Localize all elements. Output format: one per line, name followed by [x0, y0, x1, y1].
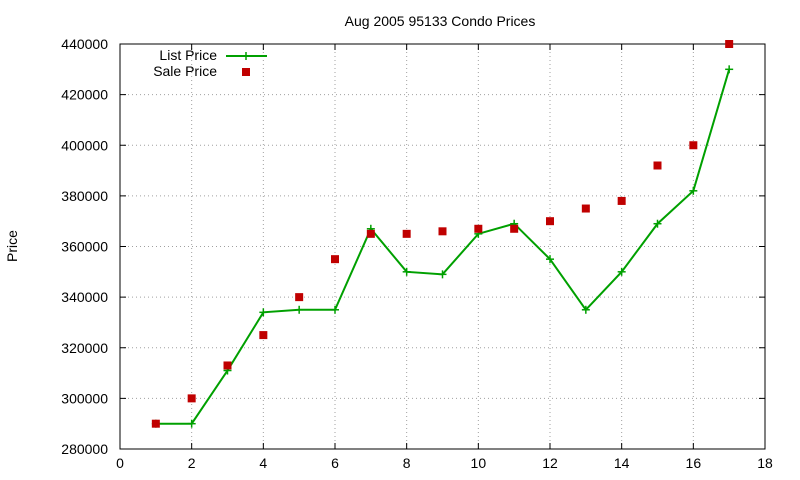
data-point-sale-price	[151, 419, 160, 428]
x-tick-label: 8	[403, 455, 411, 471]
data-point-list-price	[581, 305, 590, 314]
x-tick-label: 18	[757, 455, 773, 471]
data-point-list-price	[617, 267, 626, 276]
data-point-sale-price	[725, 40, 734, 48]
data-point-list-price	[689, 186, 698, 195]
data-point-sale-price	[510, 224, 519, 233]
x-tick-label: 0	[116, 455, 124, 471]
data-point-list-price	[187, 419, 196, 428]
y-tick-label: 440000	[61, 36, 108, 52]
legend-marker-sale-price	[242, 68, 250, 76]
chart-title: Aug 2005 95133 Condo Prices	[345, 13, 536, 29]
legend-symbols	[226, 52, 267, 76]
y-tick-label: 300000	[61, 390, 108, 406]
data-point-sale-price	[438, 227, 447, 236]
data-point-sale-price	[581, 204, 590, 213]
y-axis-label: Price	[4, 230, 20, 262]
data-point-sale-price	[474, 224, 483, 233]
legend-marker-list-price	[242, 52, 250, 60]
data-point-list-price	[725, 65, 734, 74]
x-tick-label: 6	[331, 455, 339, 471]
data-point-sale-price	[689, 141, 698, 150]
legend-label-sale-price: Sale Price	[153, 63, 217, 79]
y-tick-label: 340000	[61, 289, 108, 305]
x-tick-label: 16	[686, 455, 702, 471]
x-tick-label: 2	[188, 455, 196, 471]
data-point-sale-price	[366, 229, 375, 238]
x-tick-label: 10	[471, 455, 487, 471]
x-axis-tick-labels: 0 2 4 6 8 10 12 14 16 18	[116, 455, 773, 471]
data-point-list-price	[402, 267, 411, 276]
data-point-sale-price	[223, 361, 232, 370]
legend-label-list-price: List Price	[159, 47, 217, 63]
x-tick-label: 12	[542, 455, 558, 471]
data-point-list-price	[295, 305, 304, 314]
y-tick-label: 400000	[61, 137, 108, 153]
x-tick-label: 14	[614, 455, 630, 471]
y-axis-tick-labels: 280000 300000 320000 340000 360000 380000 4000…	[61, 36, 108, 457]
y-tick-label: 380000	[61, 188, 108, 204]
data-point-list-price	[546, 255, 554, 264]
data-point-sale-price	[617, 196, 626, 205]
legend: List Price Sale Price	[153, 47, 267, 79]
data-point-sale-price	[295, 293, 304, 302]
data-point-sale-price	[653, 161, 662, 170]
data-point-sale-price	[187, 394, 196, 403]
data-point-sale-price	[546, 217, 554, 226]
axis-ticks	[119, 43, 766, 450]
data-point-list-price	[653, 219, 662, 228]
y-tick-label: 320000	[61, 340, 108, 356]
y-tick-label: 420000	[61, 87, 108, 103]
data-point-sale-price	[402, 229, 411, 238]
data-point-sale-price	[259, 331, 268, 340]
y-tick-label: 360000	[61, 239, 108, 255]
y-tick-label: 280000	[61, 441, 108, 457]
series-group	[151, 40, 734, 428]
data-point-list-price	[438, 270, 447, 279]
data-point-list-price	[259, 308, 268, 317]
series-line-list-price	[155, 69, 731, 425]
data-point-list-price	[331, 305, 339, 314]
data-point-sale-price	[331, 255, 339, 264]
x-tick-label: 4	[259, 455, 267, 471]
